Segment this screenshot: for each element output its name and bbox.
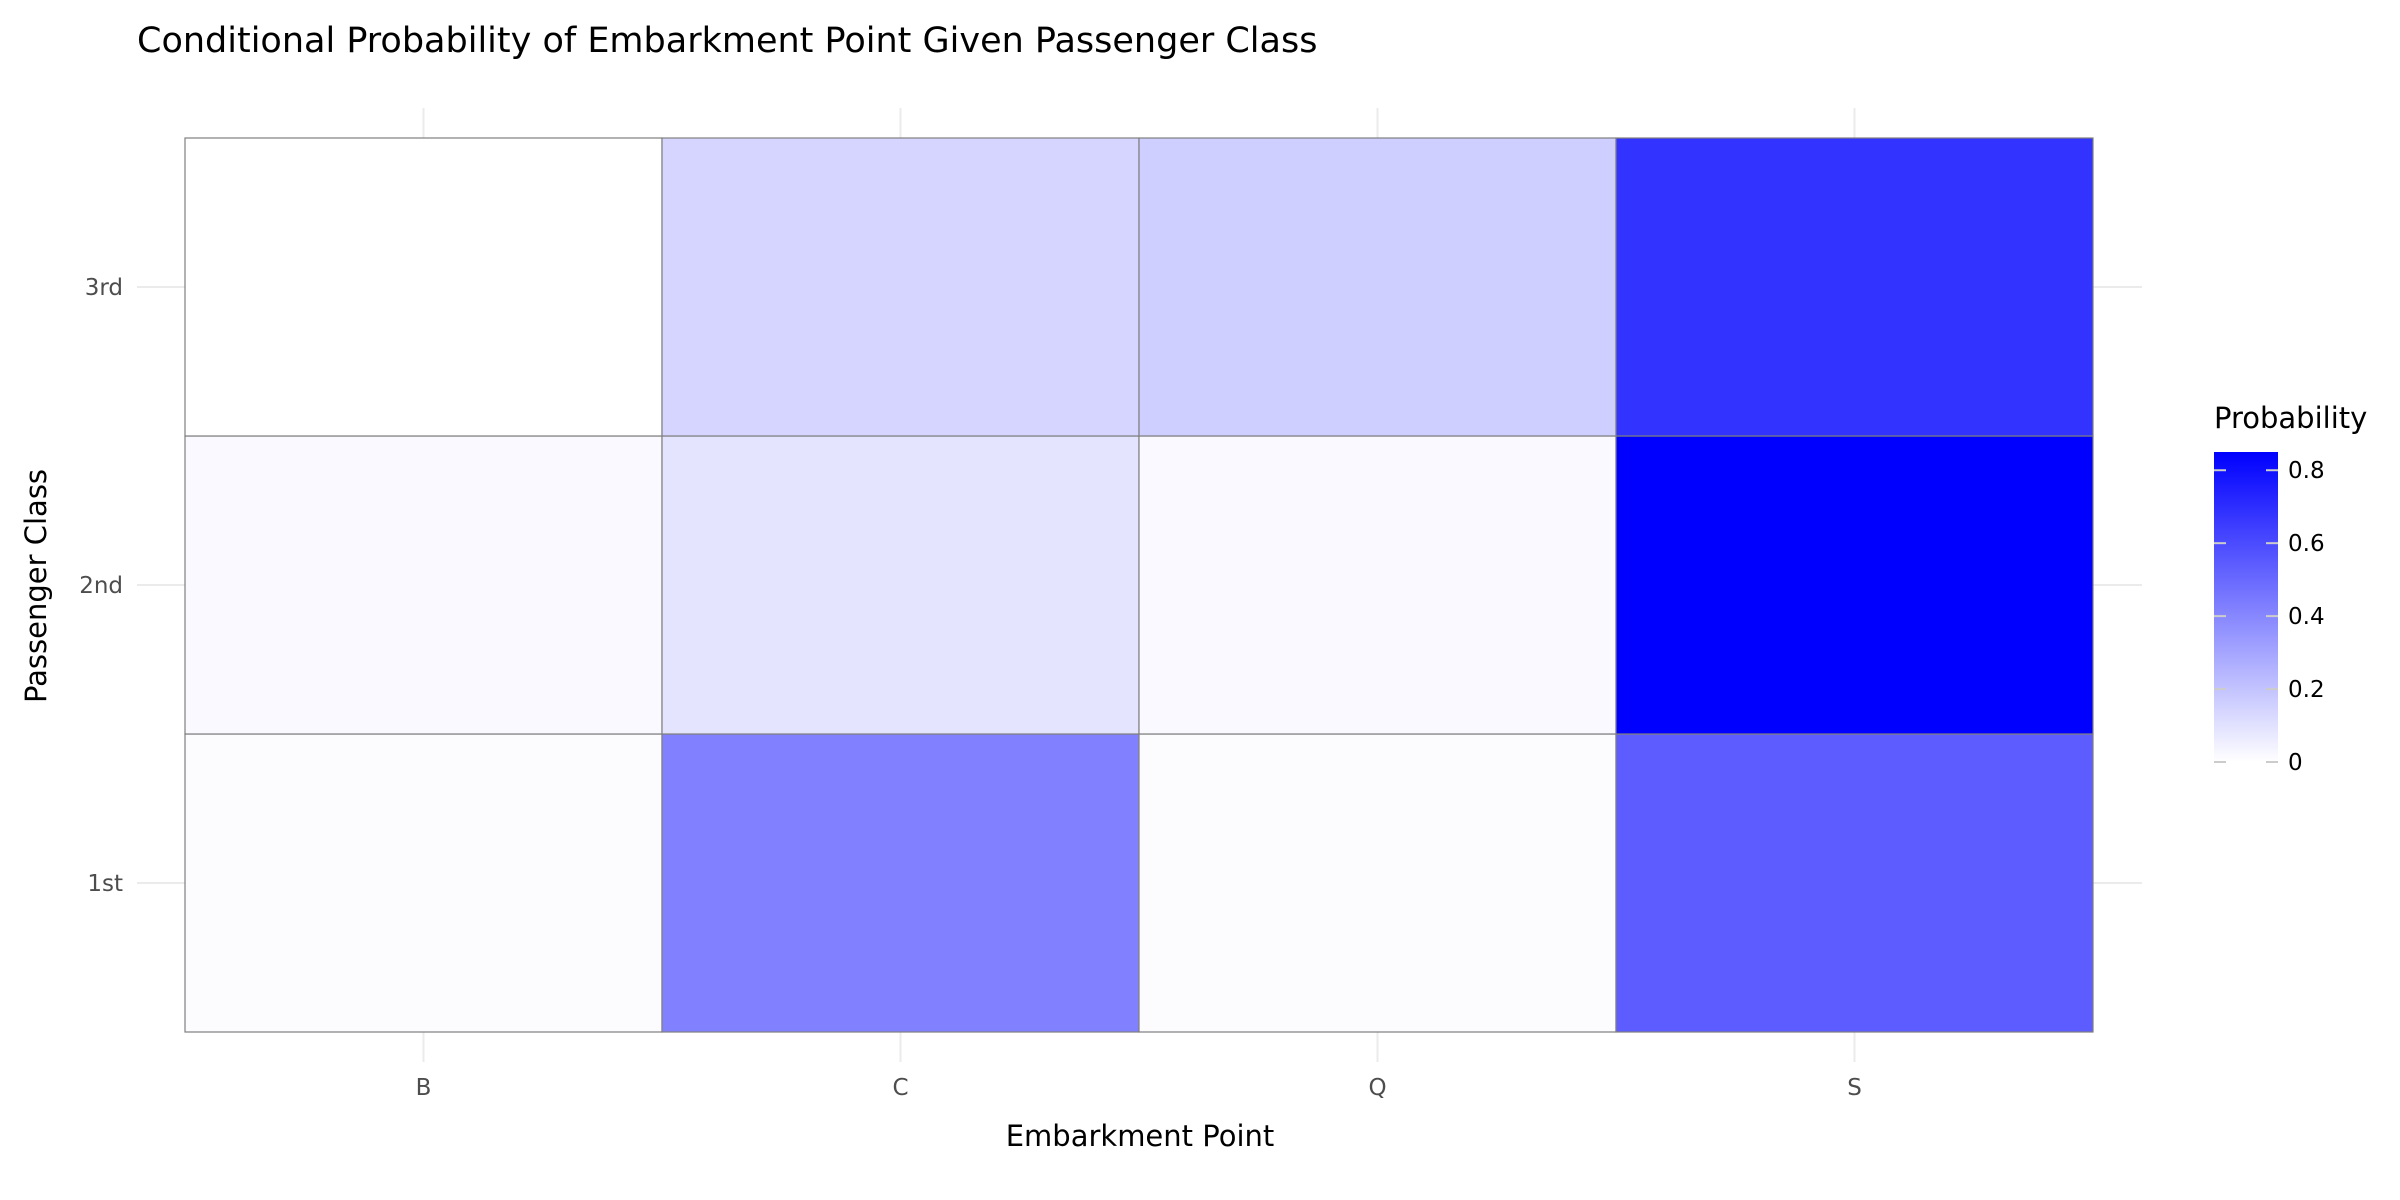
x-tick-label: S: [1847, 1075, 1862, 1101]
legend-tick-label: 0: [2288, 750, 2303, 776]
legend-tick-label: 0.4: [2288, 604, 2325, 630]
x-axis-title: Embarkment Point: [1006, 1119, 1275, 1153]
legend-tick-label: 0.6: [2288, 531, 2325, 557]
legend-ticks: 0 0.2 0.4 0.6 0.8: [2214, 458, 2325, 776]
heatmap-cell-b-3rd: [184, 137, 663, 437]
heatmap-cell-q-2nd: [1138, 435, 1617, 735]
heatmap-cell-c-1st: [661, 733, 1140, 1033]
legend-title: Probability: [2214, 401, 2367, 435]
y-axis-title: Passenger Class: [19, 469, 53, 703]
heatmap-cell-s-3rd: [1615, 137, 2094, 437]
y-tick-label: 2nd: [79, 573, 123, 599]
x-tick-label: Q: [1368, 1075, 1386, 1101]
heatmap-cell-s-2nd: [1615, 435, 2094, 735]
x-tick-label: B: [416, 1075, 432, 1101]
y-tick-label: 1st: [87, 871, 123, 897]
y-axis-ticks: 1st 2nd 3rd: [79, 275, 123, 897]
heatmap-cell-b-1st: [184, 733, 663, 1033]
x-tick-label: C: [892, 1075, 908, 1101]
legend-tick-label: 0.8: [2288, 458, 2325, 484]
heatmap-cell-q-1st: [1138, 733, 1617, 1033]
heatmap-cell-c-2nd: [661, 435, 1140, 735]
legend-color-bar: [2214, 452, 2278, 762]
heatmap-cell-b-2nd: [184, 435, 663, 735]
chart-title: Conditional Probability of Embarkment Po…: [137, 21, 1317, 61]
color-legend: Probability 0 0.2 0.4 0.6 0.8: [2214, 401, 2367, 776]
heatmap-cells: [184, 137, 2094, 1033]
y-tick-label: 3rd: [85, 275, 123, 301]
heatmap-cell-s-1st: [1615, 733, 2094, 1033]
legend-tick-label: 0.2: [2288, 677, 2325, 703]
heatmap-cell-c-3rd: [661, 137, 1140, 437]
heatmap-cell-q-3rd: [1138, 137, 1617, 437]
